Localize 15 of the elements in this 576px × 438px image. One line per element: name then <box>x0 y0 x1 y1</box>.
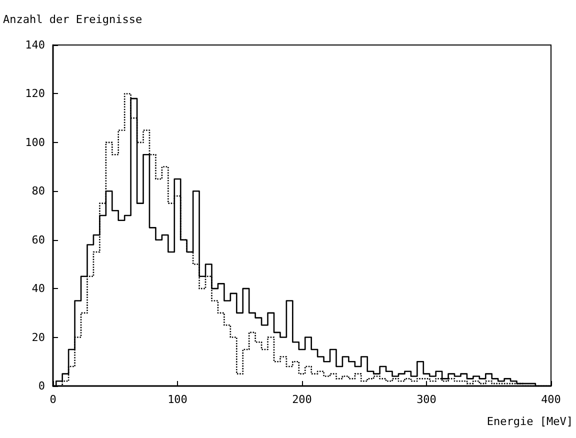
y-tick-label: 0 <box>38 380 45 392</box>
y-tick-label: 40 <box>32 282 45 296</box>
x-tick-label: 400 <box>541 393 561 406</box>
y-tick-label: 140 <box>25 38 45 52</box>
x-tick-label: 100 <box>168 393 188 406</box>
y-tick-label: 100 <box>25 136 45 149</box>
y-tick-label: 120 <box>25 87 45 100</box>
x-tick-label: 300 <box>416 393 436 406</box>
x-tick-label: 0 <box>50 393 56 406</box>
y-tick-label: 20 <box>32 330 45 344</box>
y-axis-title: Anzahl der Ereignisse <box>3 13 142 26</box>
x-axis-title: Energie [MeV] <box>486 415 573 428</box>
x-tick-label: 200 <box>292 393 312 406</box>
y-tick-label: 60 <box>32 233 45 246</box>
y-tick-label: 80 <box>32 184 45 198</box>
